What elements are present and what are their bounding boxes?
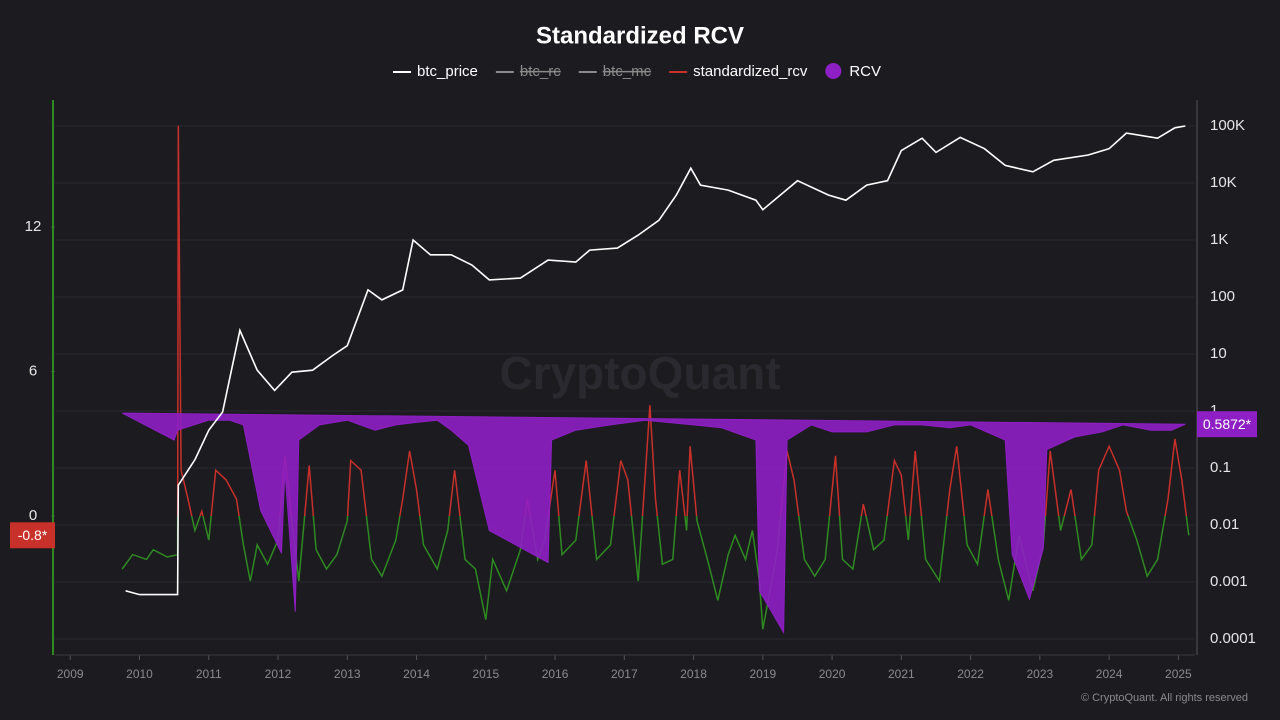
x-tick-label: 2022 xyxy=(957,667,984,681)
x-tick-label: 2019 xyxy=(749,667,776,681)
y2-tick-label: 1 xyxy=(1210,402,1218,419)
legend-label[interactable]: RCV xyxy=(849,63,881,80)
chart-title: Standardized RCV xyxy=(536,22,744,49)
last-value-box xyxy=(10,522,55,549)
x-tick-label: 2023 xyxy=(1027,667,1054,681)
x-tick-label: 2011 xyxy=(196,667,222,681)
y2-tick-label: 10 xyxy=(1210,345,1227,362)
x-tick-label: 2021 xyxy=(888,667,915,681)
y2-tick-label: 0.1 xyxy=(1210,459,1231,476)
x-tick-label: 2018 xyxy=(680,667,707,681)
y-tick-label: 6 xyxy=(29,362,37,379)
legend-label[interactable]: btc_rc xyxy=(520,63,561,80)
last-value-box xyxy=(1197,411,1257,438)
area xyxy=(121,412,1186,635)
x-tick-label: 2025 xyxy=(1165,667,1192,681)
y2-tick-label: 100K xyxy=(1210,117,1245,134)
legend-label[interactable]: btc_price xyxy=(417,63,478,80)
x-tick-label: 2012 xyxy=(265,667,292,681)
x-tick-label: 2014 xyxy=(403,667,430,681)
legend-label[interactable]: btc_mc xyxy=(603,63,652,80)
y2-tick-label: 100 xyxy=(1210,288,1235,305)
y2-tick-label: 1K xyxy=(1210,231,1228,248)
x-tick-label: 2016 xyxy=(542,667,569,681)
x-tick-label: 2015 xyxy=(472,667,499,681)
line xyxy=(125,125,1186,596)
x-tick-label: 2024 xyxy=(1096,667,1123,681)
x-tick-label: 2013 xyxy=(334,667,361,681)
y-tick-label: 0 xyxy=(29,507,37,524)
y2-tick-label: 0.0001 xyxy=(1210,630,1256,647)
y2-tick-label: 0.01 xyxy=(1210,516,1239,533)
x-tick-label: 2009 xyxy=(57,667,84,681)
legend-label[interactable]: standardized_rcv xyxy=(693,63,808,80)
last-value-label: 0.5872* xyxy=(1203,416,1252,432)
legend: btc_price btc_rc btc_mc standardized_rcv RCV xyxy=(393,63,881,80)
credit: © CryptoQuant. All rights reserved xyxy=(1081,692,1248,704)
y-tick-label: 12 xyxy=(25,218,42,235)
x-tick-label: 2017 xyxy=(611,667,638,681)
x-tick-label: 2020 xyxy=(819,667,846,681)
legend-swatch xyxy=(825,63,842,79)
y2-tick-label: 10K xyxy=(1210,174,1237,191)
last-value-label: -0.8* xyxy=(18,527,48,543)
x-tick-label: 2010 xyxy=(126,667,153,681)
y2-tick-label: 0.001 xyxy=(1210,573,1248,590)
watermark: CryptoQuant xyxy=(499,347,780,399)
line-negative xyxy=(121,516,1190,630)
